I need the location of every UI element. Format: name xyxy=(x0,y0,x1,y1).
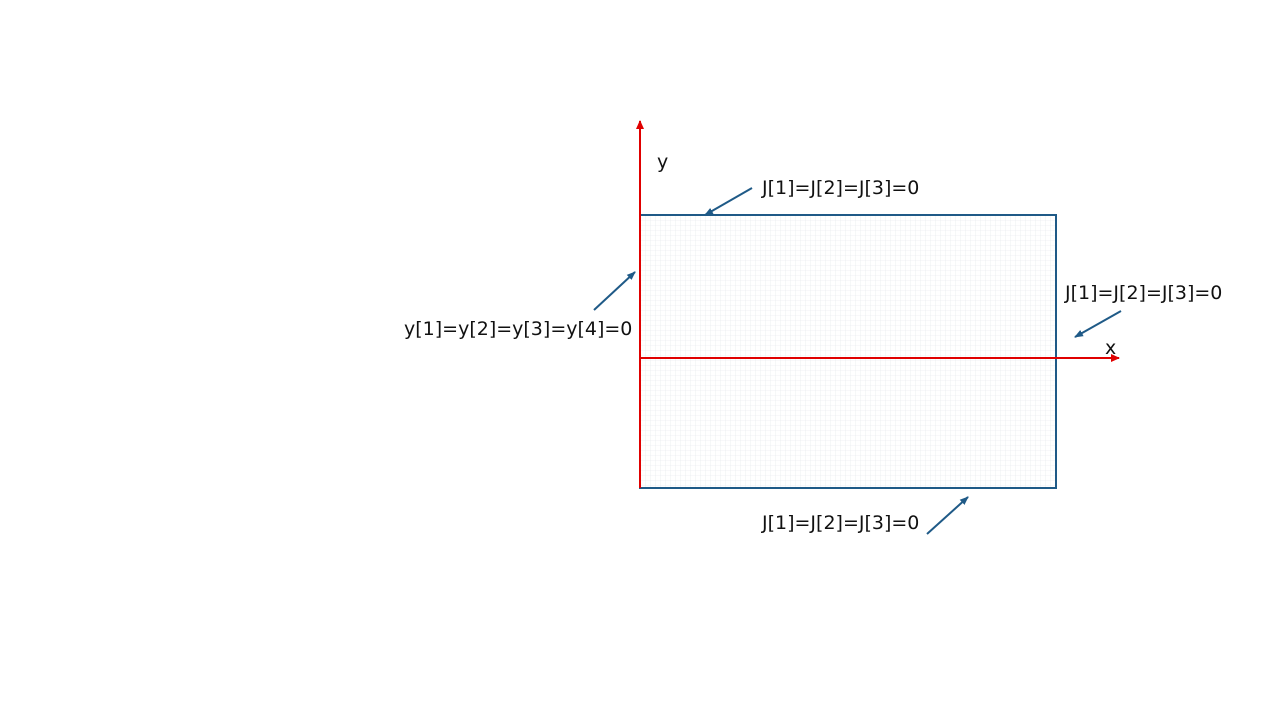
bottom-boundary-condition: J[1]=J[2]=J[3]=0 xyxy=(762,512,920,534)
top-boundary-arrow xyxy=(704,187,753,216)
left-boundary-condition: y[1]=y[2]=y[3]=y[4]=0 xyxy=(404,318,633,340)
left-boundary-arrow xyxy=(593,271,636,311)
y-axis-label: y xyxy=(657,151,669,173)
right-boundary-arrow xyxy=(1074,310,1122,338)
x-axis-label: x xyxy=(1105,337,1117,359)
bottom-boundary-arrow xyxy=(926,496,969,535)
right-boundary-condition: J[1]=J[2]=J[3]=0 xyxy=(1065,282,1223,304)
top-boundary-condition: J[1]=J[2]=J[3]=0 xyxy=(762,177,920,199)
domain-mesh xyxy=(640,215,1056,488)
